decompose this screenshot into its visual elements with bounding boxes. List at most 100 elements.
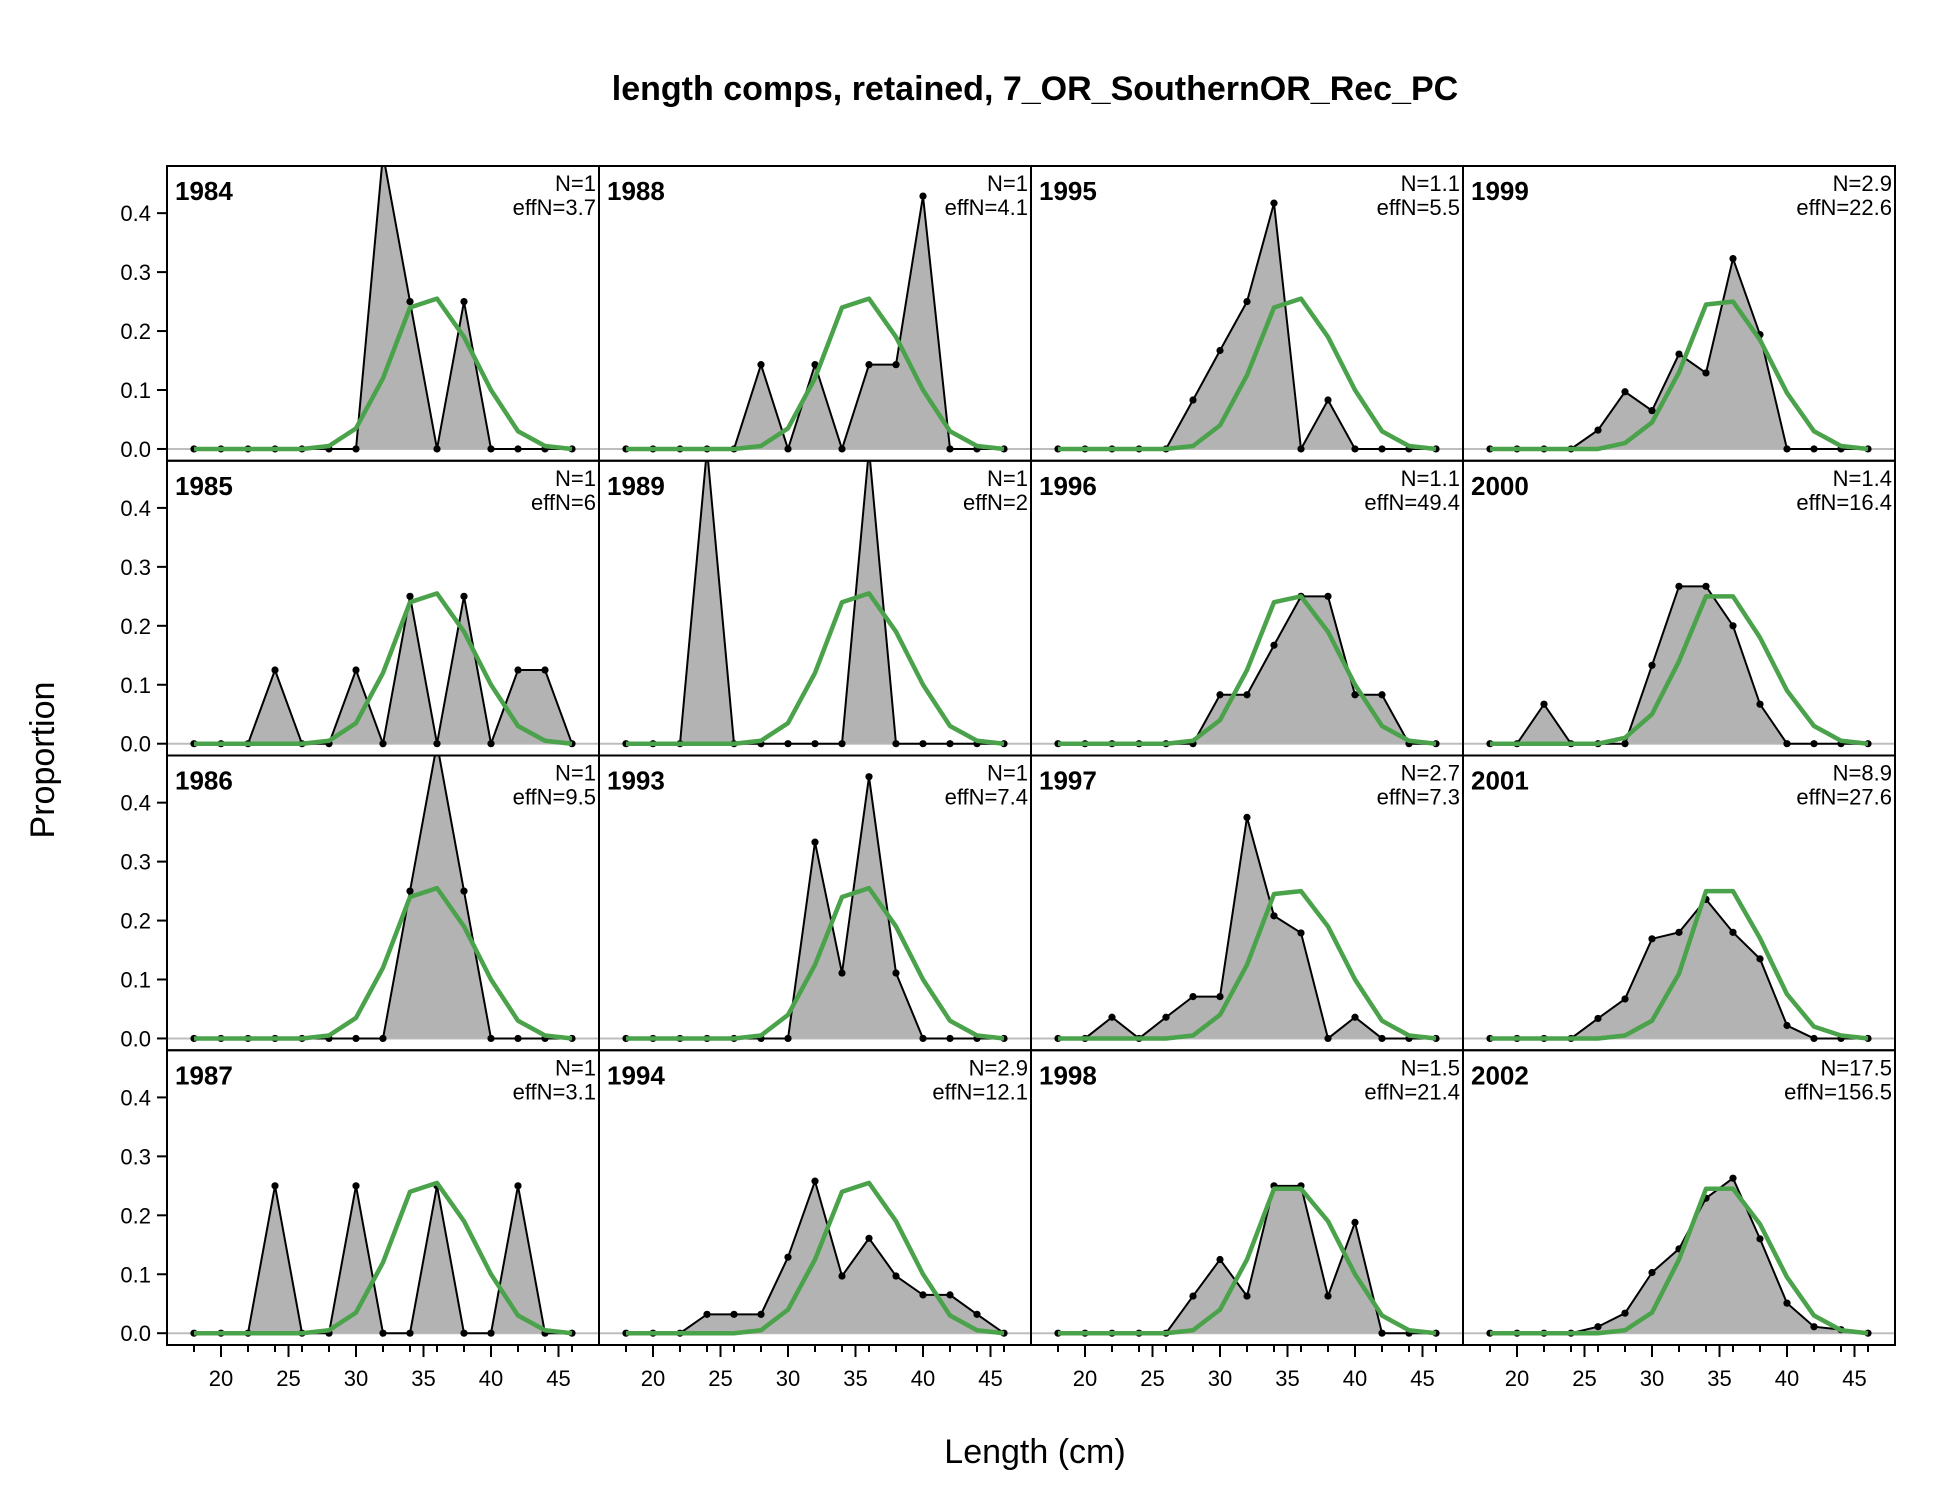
- axes: 0.0 0.1 0.2 0.3 0.4 0.0 0.1 0.2 0.3 0.4 0.0 0.1 0.2 0…: [120, 201, 1869, 1391]
- observed-point: [811, 361, 819, 369]
- panel-year-label: 1995: [1039, 176, 1097, 206]
- observed-point: [838, 1272, 846, 1280]
- observed-point: [1243, 1292, 1251, 1300]
- expected-line: [1490, 594, 1869, 746]
- panel-effn-label: effN=7.3: [1377, 785, 1460, 810]
- observed-point: [1243, 691, 1251, 699]
- observed-point: [1594, 1014, 1602, 1023]
- observed-point: [811, 1177, 819, 1185]
- observed-point: [1648, 661, 1656, 669]
- panel-n-label: N=2.9: [969, 1055, 1028, 1080]
- x-tick-label: 35: [1275, 1366, 1299, 1391]
- observed-point: [1783, 740, 1791, 748]
- observed-point: [487, 1034, 495, 1043]
- observed-point: [1675, 350, 1683, 358]
- y-tick-label: 0.3: [120, 555, 151, 580]
- observed-area: [1058, 596, 1436, 744]
- observed-point: [1378, 1329, 1386, 1337]
- observed-point: [352, 1182, 360, 1190]
- y-tick-label: 0.2: [120, 1203, 151, 1228]
- observed-point: [1108, 1013, 1116, 1021]
- y-tick-label: 0.4: [120, 496, 151, 521]
- panel-n-label: N=1: [987, 761, 1028, 786]
- observed-area: [194, 1185, 572, 1334]
- y-tick-label: 0.3: [120, 850, 151, 875]
- observed-area: [1058, 1185, 1436, 1334]
- panel-plot-area: [599, 773, 1031, 1043]
- observed-point: [1270, 199, 1278, 207]
- y-tick-label: 0.0: [120, 437, 151, 462]
- panel-n-label: N=2.7: [1401, 761, 1460, 786]
- x-tick-label: 20: [641, 1366, 665, 1391]
- observed-point: [379, 1329, 387, 1337]
- expected-line: [626, 1180, 1005, 1336]
- panel-effn-label: effN=5.5: [1377, 195, 1460, 220]
- observed-point: [487, 445, 495, 453]
- y-tick-label: 0.1: [120, 1262, 151, 1287]
- x-tick-label: 45: [1842, 1366, 1866, 1391]
- panel-effn-label: effN=27.6: [1796, 785, 1892, 810]
- expected-line: [626, 885, 1005, 1041]
- observed-point: [460, 592, 468, 600]
- observed-point: [1297, 445, 1305, 453]
- observed-point: [1378, 1034, 1386, 1043]
- observed-area: [626, 460, 1004, 744]
- panel-n-label: N=8.9: [1833, 761, 1892, 786]
- observed-point: [784, 1253, 792, 1261]
- observed-point: [1189, 1292, 1197, 1300]
- observed-point: [352, 1034, 360, 1043]
- observed-point: [892, 361, 900, 369]
- observed-area: [626, 776, 1004, 1039]
- y-tick-label: 0.1: [120, 968, 151, 993]
- observed-point: [1648, 1268, 1656, 1277]
- panel-effn-label: effN=6: [531, 490, 596, 515]
- observed-point: [1378, 445, 1386, 453]
- y-tick-label: 0.4: [120, 1085, 151, 1110]
- panel-year-label: 2000: [1471, 471, 1529, 501]
- observed-point: [1621, 995, 1629, 1003]
- panel-effn-label: effN=3.1: [513, 1079, 596, 1104]
- expected-line: [1058, 888, 1437, 1041]
- observed-point: [1270, 912, 1278, 920]
- panel-plot-area: [167, 755, 599, 1043]
- panel-effn-label: effN=2: [963, 490, 1028, 515]
- observed-point: [1378, 691, 1386, 699]
- panel-year-label: 1997: [1039, 766, 1097, 796]
- observed-point: [514, 1034, 522, 1043]
- panel-year-label: 1985: [175, 471, 233, 501]
- panel-plot-area: [599, 192, 1031, 453]
- y-tick-label: 0.1: [120, 673, 151, 698]
- observed-point: [973, 1310, 981, 1318]
- expected-line: [194, 296, 573, 452]
- observed-point: [838, 740, 846, 748]
- observed-point: [406, 297, 414, 306]
- observed-point: [1756, 955, 1764, 963]
- y-tick-label: 0.0: [120, 1321, 151, 1346]
- observed-area: [1058, 817, 1436, 1039]
- observed-point: [757, 361, 765, 369]
- observed-point: [271, 1182, 279, 1190]
- panel-plot-area: [1031, 199, 1463, 453]
- observed-area: [1058, 203, 1436, 449]
- observed-point: [406, 1329, 414, 1337]
- observed-point: [1621, 388, 1629, 396]
- panel-year-label: 1994: [607, 1060, 665, 1090]
- observed-area: [626, 196, 1004, 449]
- panel-plot-area: [1463, 254, 1895, 453]
- observed-point: [1810, 1034, 1818, 1043]
- panel-effn-label: effN=3.7: [513, 195, 596, 220]
- observed-point: [1243, 297, 1251, 306]
- panel-n-label: N=1: [987, 466, 1028, 491]
- panel-n-label: N=1: [987, 171, 1028, 196]
- panel-n-label: N=1: [555, 761, 596, 786]
- panel-plot-area: [1463, 1174, 1895, 1337]
- observed-point: [406, 887, 414, 895]
- observed-point: [1270, 641, 1278, 649]
- observed-point: [379, 151, 386, 158]
- panel-plot-area: [1031, 592, 1463, 748]
- panel-year-label: 1996: [1039, 471, 1097, 501]
